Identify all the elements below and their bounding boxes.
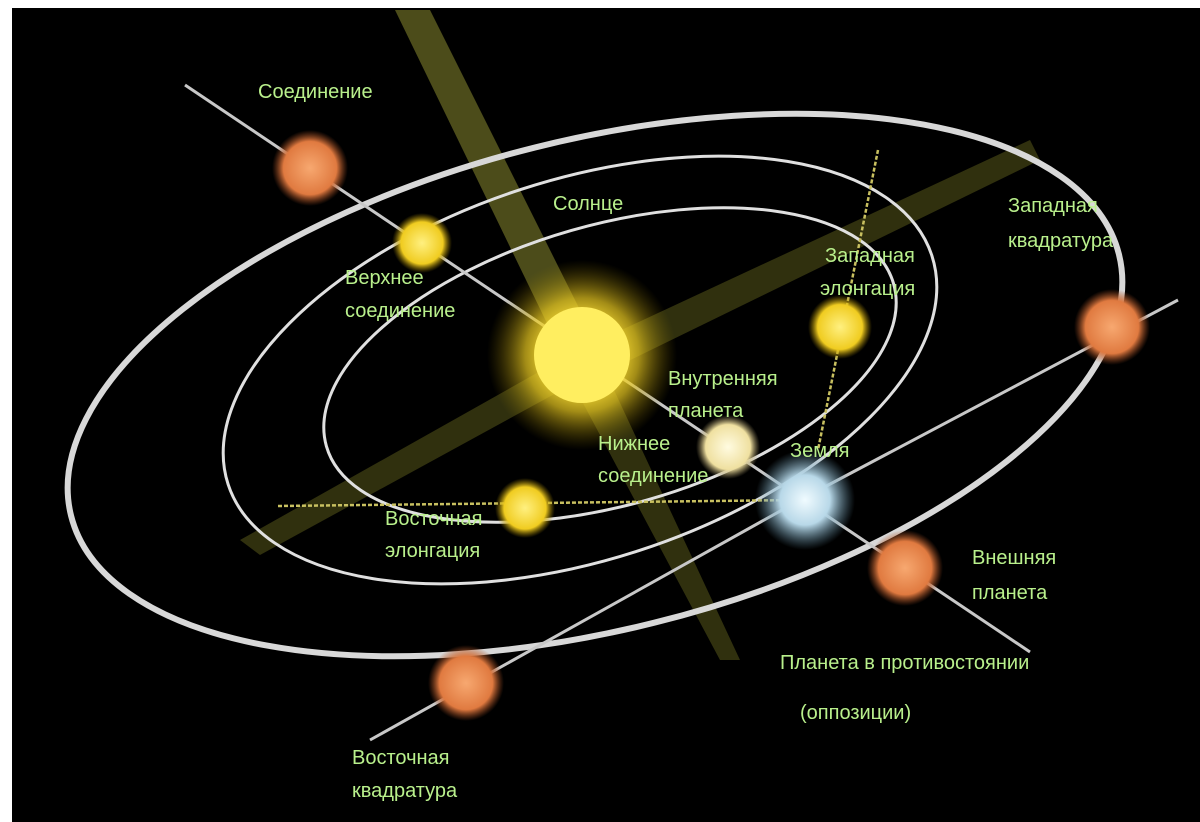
label: квадратура: [352, 780, 458, 802]
label: соединение: [598, 465, 708, 487]
page: {"labels": [ {"lines": ["Соединение"]}, …: [0, 0, 1200, 822]
planet: [495, 478, 555, 538]
label: (оппозиции): [800, 702, 911, 724]
label: планета: [972, 582, 1048, 604]
earth: [755, 450, 855, 550]
planet: [428, 645, 504, 721]
label: Нижнее: [598, 433, 670, 455]
label: соединение: [345, 300, 455, 322]
label: Внутренняя: [668, 368, 778, 390]
label: элонгация: [820, 278, 915, 300]
label: Планета в противостоянии: [780, 652, 1029, 674]
label: Солнце: [553, 193, 623, 215]
planet: [808, 295, 872, 359]
label: Восточная: [352, 747, 450, 769]
label: Западная: [825, 245, 915, 267]
label: Восточная: [385, 508, 483, 530]
label: Соединение: [258, 81, 373, 103]
label: квадратура: [1008, 230, 1114, 252]
label: Земля: [790, 440, 849, 462]
label: планета: [668, 400, 744, 422]
diagram: Соединение Солнце Верхнее соединение Зап…: [0, 0, 1200, 822]
label: Внешняя: [972, 547, 1056, 569]
label: Верхнее: [345, 267, 424, 289]
planet: [867, 530, 943, 606]
sun-core: [534, 307, 630, 403]
planet: [392, 213, 452, 273]
label: Западная: [1008, 195, 1098, 217]
label: элонгация: [385, 540, 480, 562]
planet: [272, 130, 348, 206]
planet: [1074, 289, 1150, 365]
